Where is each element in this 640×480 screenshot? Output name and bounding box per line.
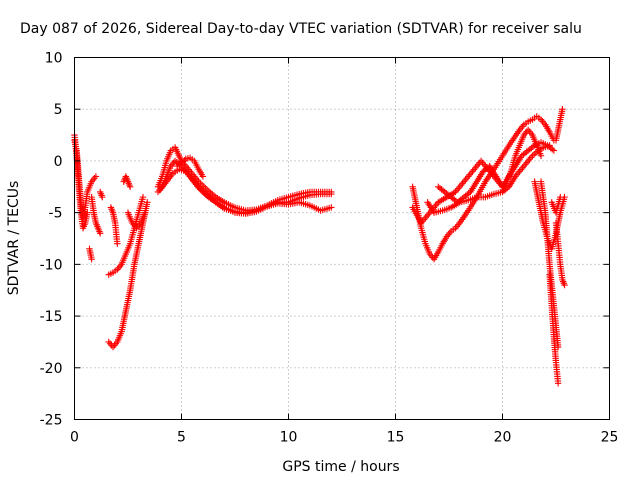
series-arc-A4 xyxy=(86,245,95,263)
series-arc-B5 xyxy=(124,209,149,232)
series-arc-A5 xyxy=(96,188,106,201)
x-tick-label: 20 xyxy=(494,430,512,446)
data-point xyxy=(84,209,91,216)
x-tick-label: 5 xyxy=(177,430,186,446)
series-arc-D1 xyxy=(409,113,558,263)
x-tick-label: 15 xyxy=(387,430,405,446)
data-point xyxy=(328,204,335,211)
data-point xyxy=(550,147,558,154)
y-tick-label: 5 xyxy=(54,102,63,118)
y-tick-label: 0 xyxy=(54,154,63,170)
series-arc-A3 xyxy=(88,193,104,237)
data-point xyxy=(554,380,562,387)
data-point xyxy=(126,183,134,190)
y-tick-label: -25 xyxy=(40,413,63,429)
series-arc-D6 xyxy=(499,126,545,196)
y-tick-label: 10 xyxy=(45,51,63,67)
series-arc-D4 xyxy=(435,183,474,206)
data-point xyxy=(181,157,188,164)
grid-lines xyxy=(74,57,610,420)
data-point xyxy=(96,230,104,237)
series-arc-E4 xyxy=(552,219,568,289)
series-arc-B1 xyxy=(105,193,147,278)
data-point xyxy=(141,209,149,216)
y-tick-label: -15 xyxy=(40,309,63,325)
data-point xyxy=(179,158,187,165)
data-point xyxy=(114,240,121,247)
data-point xyxy=(144,199,151,206)
series-arc-B3 xyxy=(120,173,134,190)
data-point xyxy=(178,159,185,167)
x-axis-title: GPS time / hours xyxy=(282,459,399,475)
x-tick-label: 25 xyxy=(601,430,619,446)
data-point xyxy=(557,193,564,201)
x-tick-label: 10 xyxy=(280,430,298,446)
data-point xyxy=(139,193,147,201)
y-axis-title: SDTVAR / TECUs xyxy=(6,181,22,296)
series-arc-E3 xyxy=(546,271,562,387)
data-points xyxy=(71,106,568,387)
axis-ticks: 0 5 10 15 20 25 10 5 0 -5 -10 -15 -20 -25 xyxy=(40,51,619,446)
series-arc-B2 xyxy=(107,204,121,247)
series-arc-B4 xyxy=(105,199,151,351)
y-tick-label: -20 xyxy=(40,361,63,377)
series-arc-C2 xyxy=(154,157,335,217)
data-point xyxy=(546,142,553,149)
data-point xyxy=(561,281,568,289)
series-arc-E6 xyxy=(548,193,564,216)
y-tick-label: -10 xyxy=(40,257,63,273)
series-arc-C4 xyxy=(174,154,207,180)
data-point xyxy=(99,193,106,201)
plot-frame xyxy=(74,57,610,420)
series-arc-C3 xyxy=(156,166,335,216)
x-tick-label: 0 xyxy=(70,430,79,446)
data-point xyxy=(92,173,100,180)
y-tick-label: -5 xyxy=(49,206,63,222)
series-arc-E5 xyxy=(552,106,566,144)
data-point xyxy=(328,190,335,198)
data-point xyxy=(559,106,566,113)
chart-title: Day 087 of 2026, Sidereal Day-to-day VTE… xyxy=(20,21,582,37)
data-point xyxy=(537,152,545,159)
data-point xyxy=(88,255,95,263)
data-point xyxy=(199,173,207,180)
